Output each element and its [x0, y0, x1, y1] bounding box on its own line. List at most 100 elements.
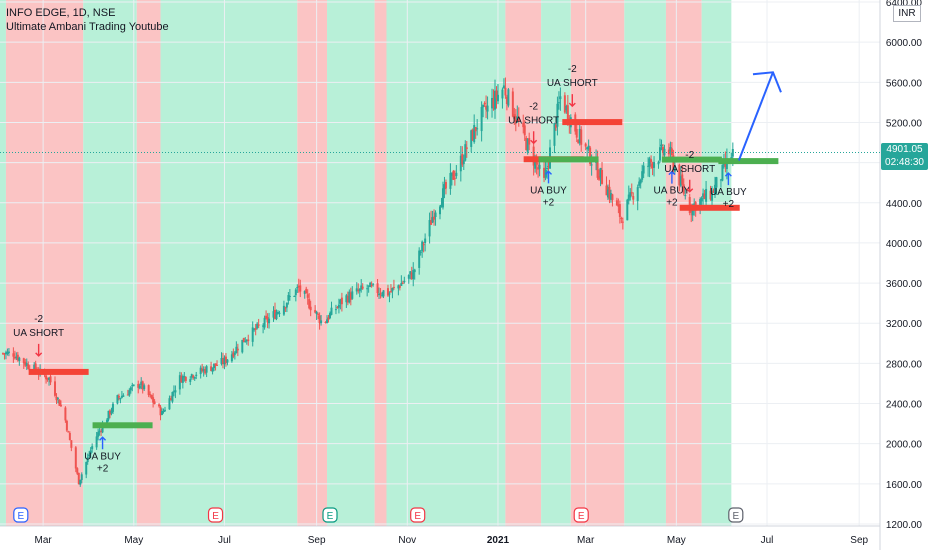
- price-tick-label: 5600.00: [886, 78, 923, 89]
- bearish-candle: [305, 288, 308, 294]
- bullish-candle: [276, 311, 279, 314]
- bullish-candle: [162, 410, 165, 413]
- price-tick-label: 4400.00: [886, 199, 923, 210]
- earnings-marker: [573, 507, 589, 523]
- bearish-candle: [1, 353, 4, 355]
- bullish-candle: [496, 94, 499, 102]
- bullish-candle: [285, 302, 288, 308]
- bullish-candle: [559, 96, 562, 100]
- bearish-candle: [517, 118, 520, 122]
- bearish-candle: [566, 105, 569, 121]
- price-tick-label: 6400.00: [886, 0, 923, 9]
- bearish-candle: [681, 174, 684, 185]
- bull-zone: [0, 0, 6, 526]
- bullish-candle: [86, 457, 89, 463]
- signal-count: -2: [34, 314, 43, 325]
- projection-arrow-head: [752, 71, 782, 93]
- bullish-candle: [140, 381, 143, 386]
- bearish-candle: [3, 353, 6, 355]
- bearish-candle: [100, 430, 103, 432]
- bearish-candle: [224, 356, 227, 364]
- bullish-candle: [351, 291, 354, 299]
- bullish-candle: [388, 293, 391, 295]
- bullish-candle: [122, 395, 125, 397]
- bearish-candle: [141, 381, 144, 390]
- bullish-candle: [480, 106, 483, 132]
- bearish-candle: [522, 122, 525, 128]
- bearish-candle: [58, 399, 61, 406]
- bullish-candle: [98, 430, 101, 433]
- earnings-marker: [322, 507, 338, 523]
- bullish-candle: [241, 339, 244, 353]
- bullish-candle: [268, 318, 271, 324]
- bearish-candle: [528, 138, 531, 145]
- bullish-candle: [33, 364, 36, 372]
- bullish-candle: [638, 181, 641, 186]
- bearish-candle: [314, 310, 317, 313]
- bearish-candle: [109, 410, 111, 415]
- bullish-candle: [174, 390, 177, 393]
- bearish-candle: [340, 297, 343, 305]
- symbol-title[interactable]: INFO EDGE, 1D, NSE: [6, 7, 116, 19]
- bearish-candle: [376, 283, 379, 294]
- bullish-candle: [565, 106, 568, 111]
- bearish-candle: [13, 356, 16, 359]
- bullish-candle: [653, 162, 656, 168]
- earnings-marker-label: E: [17, 511, 24, 522]
- bullish-candle: [226, 359, 229, 363]
- bear-zone: [297, 0, 328, 526]
- bullish-candle: [641, 171, 644, 180]
- bullish-candle: [15, 356, 18, 359]
- bearish-candle: [580, 129, 583, 145]
- bearish-candle: [370, 285, 373, 287]
- bearish-candle: [532, 146, 535, 166]
- bearish-candle: [232, 352, 235, 357]
- bearish-candle: [16, 354, 19, 361]
- bearish-candle: [54, 381, 56, 396]
- bearish-candle: [284, 307, 287, 309]
- bullish-candle: [138, 385, 141, 389]
- bullish-candle: [128, 390, 131, 396]
- bullish-candle: [171, 392, 174, 402]
- bullish-candle: [663, 148, 666, 156]
- bearish-candle: [543, 167, 546, 178]
- bullish-candle: [272, 311, 275, 318]
- bullish-candle: [443, 184, 446, 190]
- bearish-candle: [257, 324, 260, 326]
- bearish-candle: [236, 348, 239, 351]
- bearish-candle: [361, 286, 364, 289]
- bearish-candle: [317, 313, 320, 315]
- price-tick-label: 4000.00: [886, 239, 923, 250]
- bearish-candle: [137, 383, 140, 388]
- bearish-candle: [577, 139, 580, 144]
- bar-countdown: 02:48:30: [885, 157, 924, 168]
- bearish-candle: [563, 95, 566, 113]
- bullish-candle: [705, 188, 708, 202]
- bearish-candle: [324, 322, 327, 324]
- bullish-candle: [190, 374, 193, 378]
- bearish-candle: [605, 185, 608, 196]
- bearish-candle: [398, 286, 401, 288]
- bearish-candle: [712, 190, 715, 193]
- bullish-candle: [526, 139, 529, 153]
- indicator-title[interactable]: Ultimate Ambani Trading Youtube: [6, 21, 169, 33]
- price-tick-label: 2800.00: [886, 359, 923, 370]
- bullish-candle: [491, 97, 494, 109]
- bullish-candle: [557, 102, 560, 104]
- bearish-candle: [77, 472, 80, 485]
- currency-badge[interactable]: INR: [893, 5, 921, 22]
- bullish-candle: [501, 89, 504, 99]
- bullish-candle: [143, 385, 146, 390]
- earnings-marker: [410, 507, 426, 523]
- bearish-candle: [158, 404, 161, 407]
- bullish-candle: [195, 374, 198, 376]
- bullish-candle: [627, 194, 630, 201]
- bear-zone: [374, 0, 387, 526]
- bullish-candle: [337, 304, 340, 308]
- bearish-candle: [525, 137, 528, 151]
- bullish-candle: [719, 179, 722, 181]
- bullish-candle: [85, 462, 88, 475]
